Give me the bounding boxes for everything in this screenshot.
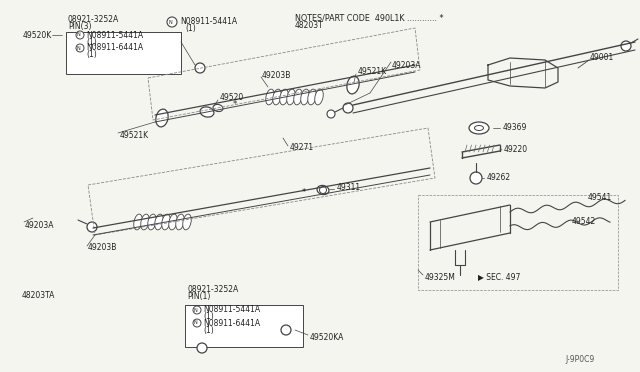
- Text: N: N: [76, 45, 80, 51]
- Circle shape: [470, 172, 482, 184]
- Text: 48203TA: 48203TA: [22, 291, 56, 299]
- Ellipse shape: [301, 89, 309, 105]
- Circle shape: [281, 325, 291, 335]
- Text: 49220: 49220: [504, 145, 528, 154]
- Ellipse shape: [200, 107, 214, 117]
- Ellipse shape: [266, 89, 275, 105]
- Text: N: N: [76, 32, 80, 38]
- Text: N08911-5441A: N08911-5441A: [203, 305, 260, 314]
- Text: (1): (1): [185, 25, 196, 33]
- Text: (1): (1): [203, 312, 214, 321]
- Text: 08921-3252A: 08921-3252A: [68, 16, 119, 25]
- Ellipse shape: [155, 214, 163, 230]
- Circle shape: [76, 44, 84, 52]
- Text: PIN(3): PIN(3): [68, 22, 92, 32]
- Text: 49541: 49541: [588, 193, 612, 202]
- Ellipse shape: [315, 89, 323, 105]
- Ellipse shape: [347, 76, 359, 94]
- Text: N08911-5441A: N08911-5441A: [180, 17, 237, 26]
- Bar: [185, 305, 303, 347]
- Circle shape: [193, 319, 201, 327]
- Bar: [66, 32, 181, 74]
- Text: 49203A: 49203A: [25, 221, 54, 230]
- Ellipse shape: [469, 122, 489, 134]
- Circle shape: [195, 63, 205, 73]
- Ellipse shape: [156, 109, 168, 127]
- Text: 49325M: 49325M: [425, 273, 456, 282]
- Circle shape: [327, 110, 335, 118]
- Text: PIN(1): PIN(1): [187, 292, 211, 301]
- Text: N: N: [193, 308, 197, 312]
- Text: N08911-5441A: N08911-5441A: [86, 31, 143, 39]
- Text: *: *: [302, 189, 307, 198]
- Text: 49311: 49311: [337, 183, 361, 192]
- Text: (1): (1): [203, 326, 214, 334]
- Ellipse shape: [280, 89, 288, 105]
- Ellipse shape: [474, 125, 483, 131]
- Text: NOTES/PART CODE  490L1K ............ *: NOTES/PART CODE 490L1K ............ *: [295, 13, 444, 22]
- Text: 49001: 49001: [590, 52, 614, 61]
- Text: 49203B: 49203B: [88, 244, 117, 253]
- Text: 49262: 49262: [487, 173, 511, 183]
- Text: 49203B: 49203B: [262, 71, 291, 80]
- Text: 49520KA: 49520KA: [310, 333, 344, 341]
- Ellipse shape: [317, 185, 329, 195]
- Ellipse shape: [308, 89, 316, 105]
- Ellipse shape: [287, 89, 295, 105]
- Text: *: *: [233, 100, 237, 109]
- Ellipse shape: [148, 214, 156, 230]
- Ellipse shape: [294, 89, 302, 105]
- Ellipse shape: [183, 214, 191, 230]
- Text: 49542: 49542: [572, 218, 596, 227]
- Circle shape: [197, 343, 207, 353]
- Text: N: N: [193, 321, 197, 326]
- Text: 49271: 49271: [290, 144, 314, 153]
- Text: 49521K: 49521K: [358, 67, 387, 77]
- Text: 48203T: 48203T: [295, 22, 324, 31]
- Text: 49520K: 49520K: [23, 31, 52, 39]
- Circle shape: [193, 306, 201, 314]
- Text: 08921-3252A: 08921-3252A: [187, 285, 238, 295]
- Text: N08911-6441A: N08911-6441A: [86, 44, 143, 52]
- Ellipse shape: [141, 214, 149, 230]
- Text: 49369: 49369: [503, 124, 527, 132]
- Ellipse shape: [134, 214, 142, 230]
- Ellipse shape: [176, 214, 184, 230]
- Text: J-9P0C9: J-9P0C9: [565, 356, 595, 365]
- Text: 49521K: 49521K: [120, 131, 149, 140]
- Text: 49203A: 49203A: [392, 61, 422, 70]
- Circle shape: [621, 41, 631, 51]
- Ellipse shape: [213, 105, 223, 112]
- Circle shape: [76, 31, 84, 39]
- Circle shape: [167, 17, 177, 27]
- Text: (1): (1): [86, 51, 97, 60]
- Text: N: N: [168, 19, 172, 25]
- Ellipse shape: [273, 89, 281, 105]
- Circle shape: [319, 186, 326, 193]
- Ellipse shape: [162, 214, 170, 230]
- Text: (1): (1): [86, 38, 97, 46]
- Ellipse shape: [169, 214, 177, 230]
- Text: 49520: 49520: [220, 93, 244, 103]
- Circle shape: [87, 222, 97, 232]
- Text: N08911-6441A: N08911-6441A: [203, 318, 260, 327]
- Text: ▶ SEC. 497: ▶ SEC. 497: [478, 273, 520, 282]
- Circle shape: [343, 103, 353, 113]
